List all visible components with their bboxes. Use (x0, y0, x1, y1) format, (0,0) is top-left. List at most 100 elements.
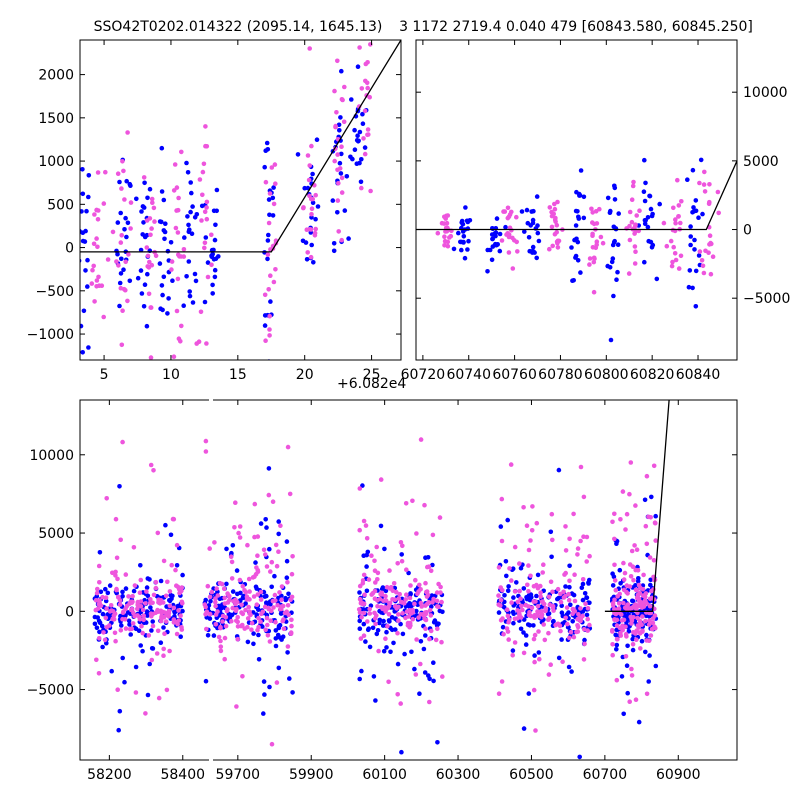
data-point-band-magenta (91, 263, 96, 269)
data-point-band-magenta (225, 591, 230, 596)
data-point-band-magenta (235, 619, 240, 625)
data-point-band-blue (211, 633, 217, 638)
data-point-band-blue (147, 661, 152, 667)
data-point-band-magenta (91, 241, 97, 247)
data-point-band-magenta (572, 598, 578, 604)
data-point-band-magenta (218, 624, 223, 630)
data-point-band-blue (163, 221, 168, 226)
data-point-band-blue (211, 208, 217, 214)
data-point-band-magenta (258, 589, 264, 595)
data-point-band-magenta (162, 631, 167, 636)
data-point-band-blue (642, 157, 647, 163)
data-point-band-magenta (507, 617, 512, 622)
data-point-band-magenta (701, 270, 707, 276)
data-point-band-magenta (640, 614, 645, 619)
data-point-band-blue (688, 224, 693, 229)
data-point-band-magenta (419, 604, 425, 609)
data-point-band-magenta (651, 587, 656, 592)
data-point-band-magenta (558, 628, 563, 634)
data-point-band-magenta (520, 607, 525, 613)
data-point-band-blue (117, 179, 122, 185)
data-point-band-magenta (630, 183, 636, 189)
data-point-band-magenta (625, 591, 630, 596)
data-point-band-magenta (365, 619, 370, 624)
data-point-band-magenta (119, 342, 125, 348)
data-point-band-blue (313, 216, 318, 222)
data-point-band-blue (693, 304, 699, 309)
data-point-band-magenta (550, 243, 555, 249)
data-point-band-blue (566, 610, 571, 615)
data-point-band-blue (518, 565, 524, 571)
data-point-band-magenta (434, 598, 440, 604)
data-point-band-magenta (229, 618, 234, 624)
data-point-band-magenta (126, 252, 131, 257)
data-point-band-blue (504, 573, 509, 579)
data-point-band-blue (117, 484, 122, 489)
data-point-band-blue (377, 620, 382, 626)
data-point-band-magenta (359, 614, 364, 620)
data-point-band-magenta (227, 597, 232, 603)
data-point-band-blue (107, 583, 113, 588)
data-point-band-blue (688, 234, 693, 239)
data-point-band-magenta (624, 511, 630, 517)
data-point-band-magenta (95, 586, 100, 592)
data-point-band-magenta (339, 175, 345, 181)
data-point-band-magenta (335, 152, 340, 157)
data-point-band-blue (531, 249, 536, 254)
x-tick-label: 60820 (630, 367, 675, 383)
data-point-band-magenta (566, 591, 571, 597)
data-point-band-blue (489, 257, 495, 263)
data-point-band-blue (352, 147, 358, 152)
data-point-band-magenta (442, 234, 447, 239)
data-point-band-magenta (119, 186, 124, 191)
data-point-band-magenta (265, 252, 271, 257)
x-tick-label: 15 (229, 367, 247, 383)
data-point-band-blue (636, 719, 642, 725)
data-point-band-magenta (174, 542, 180, 548)
data-point-band-blue (630, 647, 636, 653)
data-point-band-magenta (140, 630, 145, 636)
data-point-band-blue (393, 627, 398, 632)
data-point-band-magenta (266, 287, 271, 292)
x-tick-label: 60700 (583, 767, 628, 783)
data-point-band-magenta (404, 592, 409, 597)
y-tick-label: −5000 (27, 683, 74, 699)
data-point-band-blue (357, 590, 362, 595)
data-point-band-magenta (309, 211, 314, 217)
y-tick-label: −5000 (743, 291, 790, 307)
data-point-band-magenta (149, 657, 155, 663)
data-point-band-magenta (240, 674, 245, 679)
data-point-band-blue (630, 598, 635, 604)
data-point-band-blue (245, 639, 251, 645)
data-point-band-magenta (167, 603, 173, 609)
data-point-band-magenta (644, 541, 650, 547)
data-point-band-magenta (618, 633, 624, 638)
data-point-band-blue (582, 591, 588, 596)
data-point-band-magenta (255, 534, 261, 539)
data-point-band-magenta (235, 636, 240, 642)
data-point-band-magenta (581, 657, 587, 662)
data-point-band-magenta (564, 605, 570, 610)
data-point-band-magenta (369, 553, 374, 558)
data-point-band-magenta (587, 256, 593, 261)
data-point-band-magenta (571, 634, 577, 640)
data-point-band-blue (693, 268, 699, 274)
data-point-band-blue (212, 267, 218, 273)
data-point-band-blue (642, 221, 648, 227)
data-point-band-magenta (560, 659, 565, 664)
data-point-band-blue (330, 198, 336, 203)
data-point-band-magenta (563, 548, 569, 553)
data-point-band-blue (147, 186, 153, 192)
data-point-band-blue (186, 222, 191, 228)
data-point-band-blue (261, 711, 266, 716)
data-point-band-blue (283, 597, 288, 603)
data-point-band-blue (569, 245, 574, 250)
data-point-band-blue (264, 600, 269, 605)
data-point-band-magenta (442, 243, 447, 248)
data-point-band-blue (570, 619, 575, 624)
y-tick-label: 1500 (38, 111, 74, 127)
data-point-band-magenta (417, 582, 422, 588)
data-point-band-magenta (117, 598, 123, 603)
data-point-band-blue (180, 572, 185, 578)
data-point-band-magenta (96, 636, 102, 641)
